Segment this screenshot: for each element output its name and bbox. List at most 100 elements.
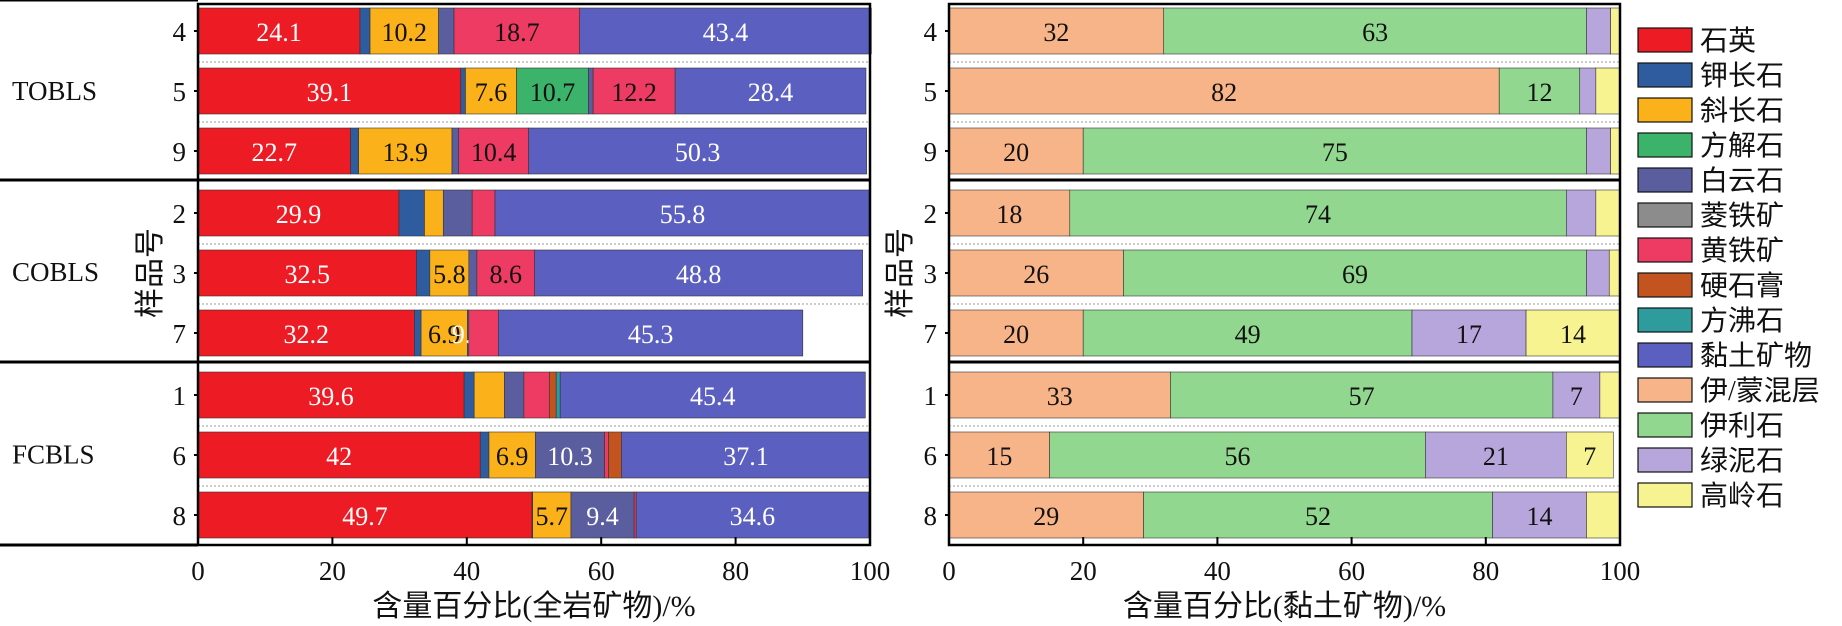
bar-segment-伊/蒙混层-4 xyxy=(948,7,1165,55)
data-label: 82 xyxy=(1211,78,1237,107)
data-label: 29 xyxy=(1033,502,1059,531)
bar-segment-石英-7 xyxy=(197,309,415,357)
bar-segment-白云石-1 xyxy=(504,371,525,419)
bar-segment-黄铁矿-5 xyxy=(592,67,676,115)
bar-segment-石英-5 xyxy=(197,67,462,115)
data-label: 24.1 xyxy=(256,18,302,47)
bar-segment-绿泥石-3 xyxy=(1586,249,1610,297)
bar-segment-斜长石-8 xyxy=(532,491,572,539)
legend-label: 石英 xyxy=(1700,25,1756,57)
legend-swatch-硬石膏 xyxy=(1637,272,1693,298)
data-label: 8.6 xyxy=(490,260,523,289)
data-label: 12 xyxy=(1526,78,1552,107)
bar-segment-伊利石-1 xyxy=(1170,371,1554,419)
sample-number-label: 6 xyxy=(173,441,187,471)
bar-segment-钾长石-3 xyxy=(416,249,431,297)
x-tick-label: 60 xyxy=(1338,556,1365,586)
bar-segment-绿泥石-5 xyxy=(1579,67,1597,115)
bar-segment-方沸石-1 xyxy=(555,371,561,419)
bar-segment-石英-4 xyxy=(197,7,361,55)
data-label: 20 xyxy=(1003,138,1029,167)
bar-segment-斜长石-2 xyxy=(424,189,444,237)
bar-segment-钾长石-5 xyxy=(460,67,466,115)
y-axis-label-right: 样品号 xyxy=(884,228,917,318)
legend-label: 钾长石 xyxy=(1700,60,1784,92)
bar-segment-黄铁矿-9 xyxy=(458,127,529,175)
bar-segment-伊利石-4 xyxy=(1163,7,1587,55)
data-label: 6.9 xyxy=(428,320,461,349)
bar-segment-伊/蒙混层-5 xyxy=(948,67,1500,115)
bar-segment-绿泥石-2 xyxy=(1566,189,1597,237)
data-label: 26 xyxy=(1023,260,1049,289)
legend-label: 方沸石 xyxy=(1700,305,1784,337)
bar-segment-石英-2 xyxy=(197,189,400,237)
bar-segment-石英-8 xyxy=(197,491,533,539)
sample-number-label: 1 xyxy=(924,381,938,411)
bar-segment-钾长石-2 xyxy=(398,189,425,237)
sample-number-label: 2 xyxy=(173,199,187,229)
legend-swatch-石英 xyxy=(1637,27,1693,53)
data-label: 75 xyxy=(1322,138,1348,167)
bar-segment-白云石-9 xyxy=(451,127,460,175)
sample-number-label: 7 xyxy=(173,319,187,349)
bar-segment-黄铁矿-2 xyxy=(471,189,496,237)
data-label: 15 xyxy=(986,442,1012,471)
bar-segment-高岭石-2 xyxy=(1595,189,1621,237)
legend-label: 黏土矿物 xyxy=(1700,340,1812,372)
legend-swatch-伊/蒙混层 xyxy=(1637,377,1693,403)
x-tick-label: 0 xyxy=(191,556,205,586)
x-tick-label: 80 xyxy=(722,556,749,586)
sample-number-label: 1 xyxy=(173,381,187,411)
legend-label: 伊利石 xyxy=(1700,410,1784,442)
bar-segment-伊/蒙混层-7 xyxy=(948,309,1084,357)
data-label: 42 xyxy=(326,442,352,471)
bar-segment-钾长石-9 xyxy=(350,127,359,175)
data-label: 32 xyxy=(1043,18,1069,47)
data-label: 56 xyxy=(1225,442,1251,471)
x-tick-label: 40 xyxy=(1204,556,1231,586)
bar-segment-黏土矿物-2 xyxy=(494,189,871,237)
x-tick-label: 60 xyxy=(588,556,615,586)
data-label: 22.7 xyxy=(252,138,298,167)
bar-segment-白云石-6 xyxy=(535,431,605,479)
legend-label: 方解石 xyxy=(1700,130,1784,162)
legend-swatch-菱铁矿 xyxy=(1637,202,1693,228)
x-tick-label: 100 xyxy=(850,556,891,586)
bar-segment-绿泥石-6 xyxy=(1425,431,1567,479)
bar-segment-白云石-5 xyxy=(588,67,594,115)
sample-number-label: 5 xyxy=(173,77,187,107)
x-axis-label: 含量百分比(黏土矿物)/% xyxy=(1123,590,1446,623)
bar-segment-黏土矿物-8 xyxy=(635,491,869,539)
data-label: 52 xyxy=(1305,502,1331,531)
data-label: 43.4 xyxy=(703,18,749,47)
data-label: 32.5 xyxy=(284,260,330,289)
bar-segment-硬石膏-1 xyxy=(549,371,557,419)
bar-segment-伊利石-3 xyxy=(1123,249,1587,297)
data-label: 45.4 xyxy=(690,382,736,411)
x-tick-label: 80 xyxy=(1472,556,1499,586)
data-label: 14 xyxy=(1560,320,1586,349)
bar-segment-黏土矿物-9 xyxy=(528,127,867,175)
bar-segment-钾长石-1 xyxy=(463,371,475,419)
data-label: 13.9 xyxy=(383,138,429,167)
sample-number-label: 7 xyxy=(924,319,938,349)
sample-number-label: 4 xyxy=(173,17,187,47)
bar-segment-黄铁矿-1 xyxy=(523,371,550,419)
bar-segment-黄铁矿-7 xyxy=(468,309,499,357)
legend-swatch-方解石 xyxy=(1637,132,1693,158)
sample-number-label: 2 xyxy=(924,199,938,229)
bar-segment-伊利石-9 xyxy=(1082,127,1587,175)
data-label: 63 xyxy=(1362,18,1388,47)
bar-segment-斜长石-3 xyxy=(429,249,470,297)
bar-segment-黄铁矿-3 xyxy=(476,249,535,297)
bar-segment-高岭石-6 xyxy=(1566,431,1614,479)
bar-segment-黏土矿物-5 xyxy=(674,67,867,115)
bar-segment-黏土矿物-7 xyxy=(498,309,804,357)
bar-segment-绿泥石-9 xyxy=(1586,127,1611,175)
data-label: 57 xyxy=(1349,382,1375,411)
legend-swatch-高岭石 xyxy=(1637,482,1693,508)
bar-segment-黏土矿物-4 xyxy=(579,7,872,55)
bar-segment-黄铁矿-6 xyxy=(604,431,609,479)
legend-label: 白云石 xyxy=(1700,165,1784,197)
